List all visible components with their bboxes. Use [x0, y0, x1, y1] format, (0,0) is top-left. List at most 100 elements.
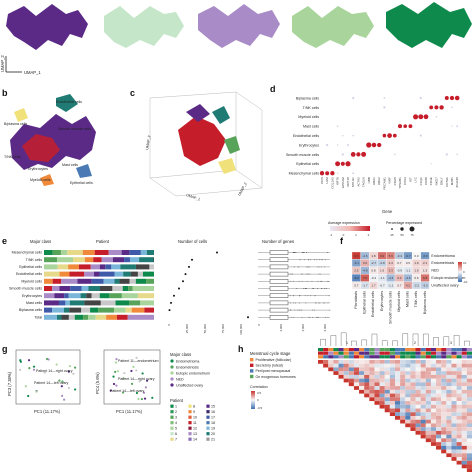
h-corr-cell [379, 363, 385, 368]
h-annotation-cell [451, 355, 457, 359]
h-annotation-cell [343, 355, 349, 359]
dotplot-dot [419, 96, 422, 100]
h-corr-cell [374, 389, 380, 394]
h-annotation-cell [353, 351, 360, 355]
g-left-point [24, 385, 27, 388]
h-corr-cell [353, 367, 360, 372]
h-annotation-cell [395, 348, 401, 352]
e-genes-outlier [304, 295, 306, 297]
h-corr-cell [461, 363, 467, 368]
umap-b-teal [56, 94, 78, 112]
h-corr-cell [359, 374, 365, 379]
g-legend-major-swatch [170, 359, 174, 363]
e-genes-outlier [319, 302, 321, 304]
e-bar-segment [120, 264, 136, 270]
e-row-label: Erythrocytes [22, 294, 42, 298]
h-corr-cell [323, 360, 329, 364]
e-genes-outlier [324, 302, 326, 304]
h-annotation-cell [343, 348, 349, 352]
c-axis-2: UMAP_2 [237, 182, 247, 197]
dotplot-gene-label: JCHAIN [455, 177, 459, 188]
e-genes-outlier [307, 273, 309, 275]
e-bar-segment [94, 250, 109, 255]
f-cell-value: -0.4 [371, 276, 377, 280]
h-corr-cell [446, 389, 452, 394]
e-bar-segment [52, 250, 61, 255]
e-cells-tick: 100,000 [239, 324, 243, 335]
h-annotation-cell [446, 348, 452, 352]
h-corr-cell [456, 360, 462, 364]
h-corr-cell [328, 363, 334, 368]
h-corr-cell [420, 434, 426, 439]
g-legend-patient-swatch [170, 432, 174, 436]
e-genes-outlier [326, 280, 328, 282]
h-corr-cell [348, 367, 354, 372]
g-left-point [27, 359, 31, 362]
h-dendro-branch [423, 333, 429, 346]
dotplot-dot [435, 116, 438, 118]
h-corr-cell [451, 442, 457, 446]
dotplot-gene-label: DCN [320, 177, 324, 184]
h-corr-cell [456, 449, 462, 454]
h-corr-cell [446, 393, 452, 398]
e-cells-tick: 25,000 [185, 324, 189, 334]
f-cell-value: -6.1 [354, 261, 360, 265]
e-bar-segment [80, 293, 87, 299]
h-corr-cell [430, 363, 437, 368]
h-annotation-cell [410, 351, 416, 355]
h-corr-cell [389, 389, 395, 394]
dotplot-dot [392, 133, 397, 138]
h-annotation-cell [384, 348, 390, 352]
e-genes-outlier [312, 309, 314, 311]
h-corr-cell [389, 367, 395, 372]
f-cell-value: 5.9 [389, 254, 394, 258]
g-legend-patient-label: 18 [211, 421, 215, 425]
h-corr-cell [441, 371, 447, 375]
g-right-point [123, 371, 126, 375]
h-corr-cell [456, 367, 462, 372]
g-legend-patient-swatch [170, 426, 174, 430]
h-corr-cell [318, 360, 324, 364]
h-corr-cell [441, 397, 447, 402]
g-legend-major-label: NED [176, 378, 184, 382]
g-legend-patient-swatch [206, 404, 210, 408]
h-annotation-cell [333, 351, 339, 355]
h-corr-cell [389, 408, 395, 413]
h-dendro-branch [453, 335, 460, 346]
umap-xlabel: UMAP_1 [24, 70, 41, 75]
g-legend-major-swatch [170, 371, 174, 375]
h-corr-cell [446, 434, 452, 439]
h-corr-cell [415, 363, 421, 368]
f-col-labels: Fibroblasts Epithelial cells Endothelial c… [354, 291, 427, 324]
h-corr-cell [430, 434, 437, 439]
e-genes-box [269, 307, 289, 313]
h-corr-cell [441, 423, 447, 428]
f-cell-value: -4.4 [388, 276, 394, 280]
h-corr-cell [379, 393, 385, 398]
h-corr-cell [466, 404, 472, 409]
h-corr-cell [425, 389, 431, 394]
h-corr-cell [348, 382, 354, 387]
h-corr-cell [410, 404, 416, 409]
e-genes-tick: 2,000 [279, 324, 283, 332]
g-right-point [144, 386, 147, 389]
dotplot-dot [325, 171, 330, 176]
e-bar-segment [90, 264, 100, 270]
g-legend-patient-label: 17 [211, 416, 215, 420]
h-corr-cell [446, 401, 452, 405]
g-right-point [114, 370, 117, 373]
f-cell-value: -0.7 [380, 283, 386, 287]
e-genes-outlier [325, 259, 327, 261]
h-corr-cell [420, 419, 426, 424]
e-bar-segment [73, 257, 85, 263]
h-corr-cell [415, 404, 421, 409]
h-annotation-cell [461, 351, 467, 355]
umap-b-yellow [14, 108, 28, 122]
e-genes-outlier [313, 309, 315, 311]
e-row-label: B/plasma cells [19, 308, 42, 312]
h-corr-cell [430, 408, 437, 413]
e-bar-segment [99, 293, 110, 299]
g-right-point [114, 361, 118, 364]
h-annotation-cell [374, 348, 380, 352]
